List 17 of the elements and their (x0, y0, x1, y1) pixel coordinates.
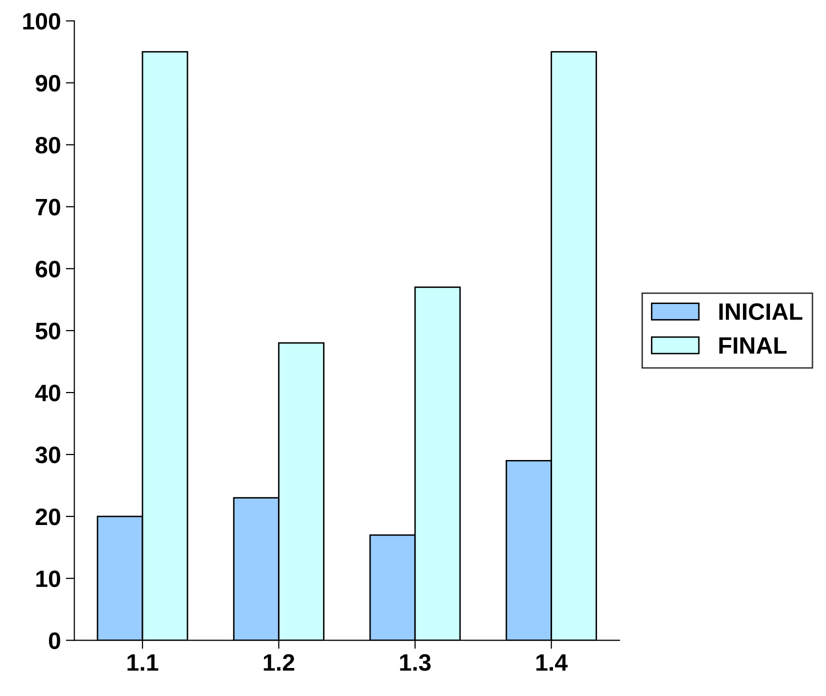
y-tick-label: 60 (36, 260, 60, 278)
y-tick-label: 80 (36, 136, 60, 154)
x-tick-label: 1.2 (264, 654, 294, 671)
x-tick-label: 1.3 (400, 654, 431, 671)
y-tick-label: 50 (36, 322, 60, 340)
y-tick-label: 90 (36, 74, 60, 92)
y-tick-label: 30 (35, 446, 60, 464)
y-tick-label: 100 (23, 12, 60, 30)
x-tick-label: 1.1 (128, 654, 158, 671)
y-tick-label: 40 (35, 384, 60, 402)
legend-label: INICIAL (719, 303, 802, 320)
y-tick-label: 0 (48, 632, 60, 650)
y-tick-label: 10 (36, 570, 60, 588)
legend-label: FINAL (719, 337, 787, 354)
y-tick-label: 20 (36, 508, 60, 526)
x-tick-label: 1.4 (536, 654, 568, 671)
y-tick-label: 70 (36, 198, 60, 216)
